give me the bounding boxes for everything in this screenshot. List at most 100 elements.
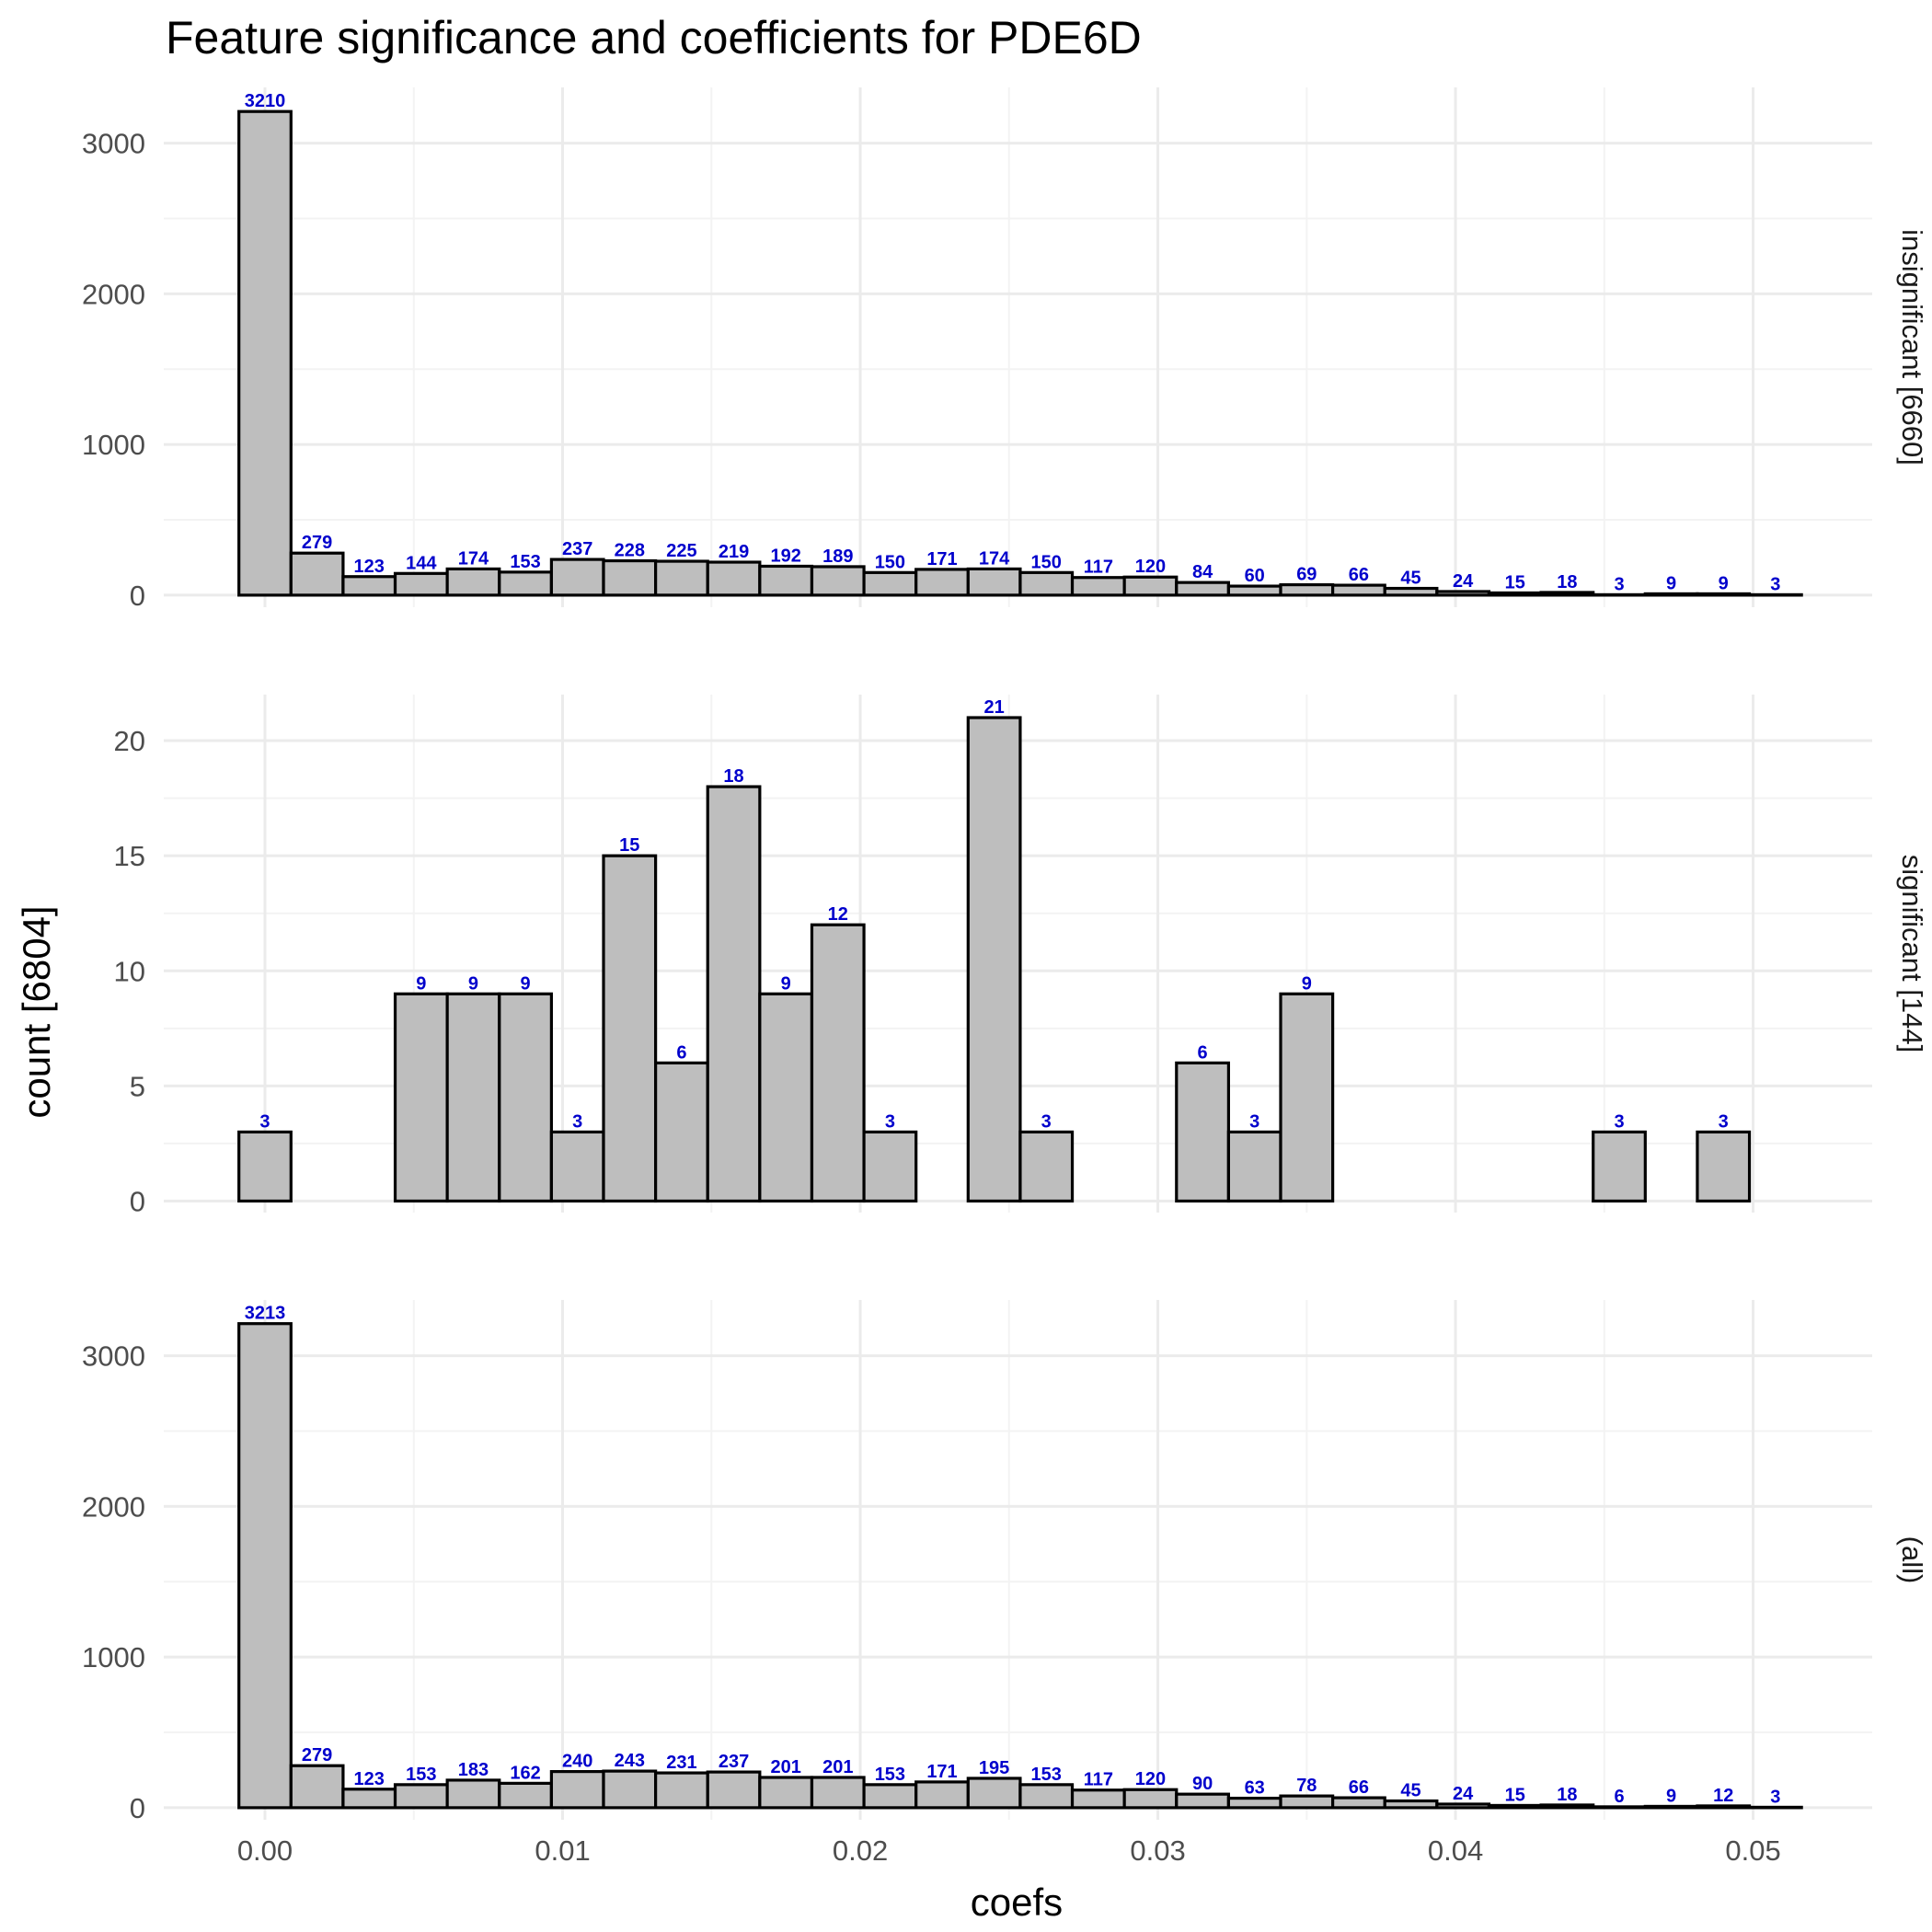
histogram-bar [1175,1061,1230,1203]
histogram-bar [289,1764,345,1810]
bar-value-label: 123 [354,557,385,577]
bar-value-label: 15 [1505,1785,1525,1805]
histogram-bar [1696,592,1752,597]
bar-value-label: 9 [416,973,426,994]
histogram-bar [862,570,918,597]
histogram-bar [341,575,397,597]
bar-value-label: 9 [468,973,478,994]
x-tick-label: 0.02 [833,1834,888,1867]
bar-value-label: 183 [458,1760,489,1780]
histogram-bar [914,568,970,597]
bar-value-label: 18 [1557,572,1577,592]
histogram-bar [914,1780,970,1810]
histogram-bar [1539,1803,1595,1810]
bar-value-label: 237 [562,539,592,559]
histogram-bar [549,558,605,597]
histogram-bar [237,1322,293,1810]
histogram-bar [1435,1802,1491,1810]
y-tick-label: 1000 [82,429,145,461]
histogram-bar [1018,1783,1075,1810]
histogram-bar [654,559,709,597]
bar-value-label: 15 [1505,572,1525,592]
bar-value-label: 162 [510,1763,540,1783]
bar-value-label: 243 [615,1751,645,1771]
histogram-bar [966,567,1022,597]
x-tick-label: 0.00 [237,1834,293,1867]
y-tick-label: 0 [130,1185,145,1217]
histogram-bar [1696,1130,1752,1203]
bar-value-label: 120 [1135,1769,1166,1789]
bar-value-label: 45 [1400,1781,1420,1801]
histogram-bar [1175,581,1230,597]
histogram-bar [966,716,1022,1203]
histogram-bar [1122,575,1179,597]
bar-value-label: 153 [1031,1765,1062,1785]
histogram-bar [706,785,762,1203]
x-tick-label: 0.01 [535,1834,590,1867]
bar-value-label: 171 [926,1762,957,1782]
bar-value-label: 3 [1719,1111,1729,1132]
histogram-bar [758,564,814,597]
bar-value-label: 66 [1349,1777,1369,1798]
histogram-bar [498,992,553,1203]
facet-strip-label: (all) [1896,1536,1928,1584]
histogram-bar [1226,584,1282,597]
histogram-bar [758,1776,814,1810]
bar-value-label: 117 [1084,558,1113,578]
histogram-bar [1279,992,1335,1203]
y-axis-title: count [6804] [15,905,58,1118]
bar-value-label: 15 [619,835,639,856]
histogram-bar [1018,570,1075,597]
histogram-bar [706,560,762,597]
histogram-bar [602,1769,658,1810]
histogram-bar [549,1130,605,1203]
histogram-bar [1226,1130,1282,1203]
bar-value-label: 60 [1245,566,1265,586]
bar-value-label: 144 [406,553,437,573]
bar-value-label: 228 [615,541,645,561]
histogram-bar [498,570,553,597]
histogram-bar [1070,1788,1126,1810]
histogram-bar [654,1771,709,1810]
bar-value-label: 84 [1192,562,1213,582]
histogram-bar [341,1788,397,1810]
histogram-bar [810,1776,866,1810]
bar-value-label: 66 [1349,565,1369,585]
histogram-bar [1487,591,1543,597]
bar-value-label: 18 [723,766,743,787]
bar-value-label: 3 [885,1111,895,1132]
y-tick-label: 5 [130,1070,145,1102]
histogram-bar [1383,586,1439,597]
bar-value-label: 9 [1302,973,1312,994]
chart-title: Feature significance and coefficients fo… [166,12,1142,63]
histogram-bar [1643,592,1699,597]
y-tick-label: 15 [114,840,145,872]
bar-value-label: 219 [719,542,749,562]
bar-value-label: 90 [1192,1774,1213,1794]
bar-value-label: 3 [1614,574,1624,594]
y-tick-label: 20 [114,725,145,757]
bar-value-label: 18 [1557,1785,1577,1805]
histogram-bar [810,565,866,597]
bar-value-label: 120 [1135,557,1166,577]
histogram-bar [1435,590,1491,597]
bar-value-label: 150 [1031,552,1062,572]
histogram-bar [1383,1799,1439,1810]
histogram-bar [602,854,658,1203]
y-tick-label: 0 [130,1792,145,1824]
histogram-bar [862,1130,918,1203]
facet-strip-label: significant [144] [1896,855,1928,1052]
histogram-bar [1331,583,1386,597]
bar-value-label: 12 [1713,1786,1733,1806]
histogram-bar [1643,1804,1699,1810]
bar-value-label: 24 [1453,1784,1474,1804]
x-tick-label: 0.03 [1130,1834,1185,1867]
histogram-bar [1122,1788,1179,1810]
bar-value-label: 237 [719,1752,749,1772]
histogram-bar [498,1781,553,1810]
bar-value-label: 225 [666,541,696,561]
histogram-bar [393,571,449,597]
histogram-bar [289,551,345,597]
y-tick-label: 1000 [82,1641,145,1673]
